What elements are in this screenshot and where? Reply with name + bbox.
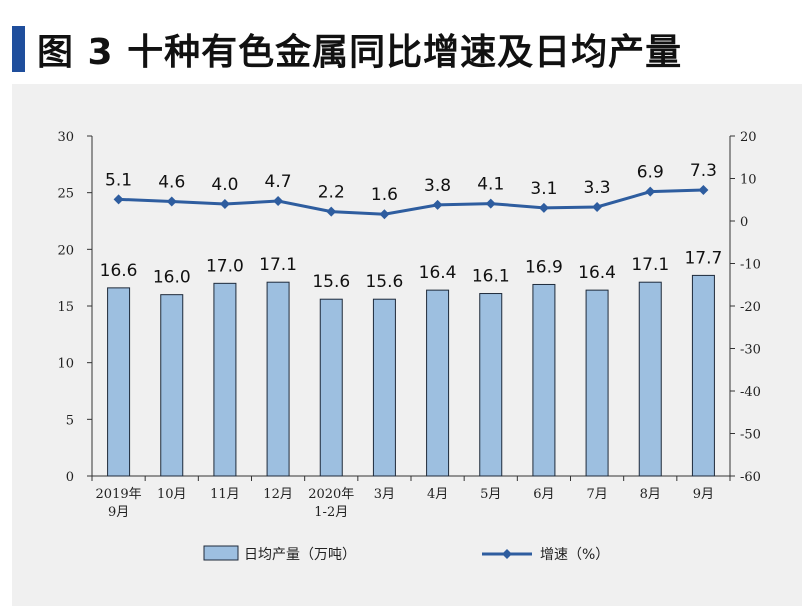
axes-group: 0 5 10 15 20 25 30 -60 -50 -40 -30 -20 -10 0 10 20 bbox=[57, 130, 760, 485]
y-left-tick-label: 30 bbox=[57, 130, 74, 145]
y-right-tick-label: 10 bbox=[740, 173, 757, 188]
bar-data-label: 17.7 bbox=[684, 248, 722, 268]
growth-rate-marker bbox=[219, 199, 230, 209]
x-category-label: 6月 bbox=[533, 487, 554, 502]
line-data-label: 4.1 bbox=[477, 175, 504, 195]
line-data-label: 5.1 bbox=[105, 170, 132, 190]
bar bbox=[319, 298, 343, 477]
line-data-label: 2.2 bbox=[318, 183, 345, 203]
bar bbox=[213, 282, 237, 477]
line-data-label: 3.1 bbox=[530, 179, 557, 199]
bar-data-label: 16.4 bbox=[578, 263, 616, 283]
line-labels-group: 5.1 4.6 4.0 4.7 2.2 1.6 3.8 4.1 3.1 3.3 6.9 7.3 bbox=[105, 161, 717, 205]
bars-group bbox=[107, 274, 715, 477]
legend-line-label: 增速（%） bbox=[540, 547, 609, 563]
line-group bbox=[113, 184, 709, 220]
title-accent-bar bbox=[12, 26, 25, 72]
growth-rate-marker bbox=[432, 199, 443, 210]
y-left-tick-label: 5 bbox=[66, 413, 74, 428]
growth-rate-marker bbox=[645, 186, 656, 197]
y-left-tick-label: 0 bbox=[66, 470, 74, 485]
bar bbox=[532, 283, 556, 477]
x-category-label: 3月 bbox=[374, 487, 395, 502]
x-category-label: 12月 bbox=[263, 487, 293, 502]
line-data-label: 3.8 bbox=[424, 176, 451, 196]
bar-data-label: 17.1 bbox=[259, 255, 297, 275]
x-category-label: 10月 bbox=[157, 487, 187, 502]
bar-data-label: 16.0 bbox=[153, 268, 191, 288]
y-left-tick-label: 25 bbox=[57, 187, 74, 202]
legend-group: 日均产量（万吨） 增速（%） bbox=[203, 545, 609, 563]
x-category-label: 8月 bbox=[640, 487, 661, 502]
y-left-tick-label: 10 bbox=[57, 357, 74, 372]
x-category-label: 4月 bbox=[427, 487, 448, 502]
x-category-label: 1-2月 bbox=[314, 505, 348, 520]
chart-title: 图 3 十种有色金属同比增速及日均产量 bbox=[37, 32, 683, 73]
x-category-label: 11月 bbox=[210, 487, 240, 502]
growth-rate-marker bbox=[113, 194, 124, 205]
bar bbox=[107, 287, 131, 477]
bar bbox=[160, 294, 184, 477]
growth-rate-marker bbox=[538, 202, 549, 213]
growth-rate-marker bbox=[698, 184, 709, 195]
growth-rate-marker bbox=[326, 206, 337, 217]
y-right-tick-label: -10 bbox=[740, 258, 761, 273]
chart-svg: 0 5 10 15 20 25 30 -60 -50 -40 -30 -20 -10 0 10 20 16.6… bbox=[57, 130, 760, 563]
line-data-label: 4.0 bbox=[211, 175, 238, 195]
bar-data-label: 16.1 bbox=[472, 267, 510, 287]
growth-rate-marker bbox=[485, 198, 496, 209]
y-right-tick-label: -60 bbox=[740, 470, 761, 485]
y-right-tick-label: 20 bbox=[740, 130, 757, 145]
y-right-tick-label: -20 bbox=[740, 300, 761, 315]
bar-data-label: 16.4 bbox=[419, 263, 457, 283]
bar bbox=[266, 281, 290, 477]
bar bbox=[585, 289, 609, 477]
bar bbox=[372, 298, 396, 477]
growth-rate-marker bbox=[166, 196, 177, 207]
y-right-tick-label: -40 bbox=[740, 385, 761, 400]
growth-rate-line bbox=[118, 188, 704, 216]
y-right-tick-label: -50 bbox=[740, 428, 761, 443]
x-categories-group: 2019年 9月 10月 11月 12月 2020年 1-2月 3月 4月 5月 6月 7月 8月 9月 bbox=[96, 487, 715, 520]
bar bbox=[426, 289, 450, 477]
chart-frame: 0 5 10 15 20 25 30 -60 -50 -40 -30 -20 -10 0 10 20 16.6… bbox=[12, 84, 802, 606]
bar bbox=[638, 281, 662, 477]
x-category-label: 2020年 bbox=[308, 487, 354, 502]
growth-rate-marker bbox=[379, 209, 390, 220]
legend-bar-swatch bbox=[203, 545, 239, 561]
x-category-label: 7月 bbox=[586, 487, 607, 502]
line-data-label: 3.3 bbox=[584, 178, 611, 198]
bar-data-label: 17.1 bbox=[631, 255, 669, 275]
line-data-label: 1.6 bbox=[371, 185, 398, 205]
y-left-tick-label: 20 bbox=[57, 243, 74, 258]
legend-bar-label: 日均产量（万吨） bbox=[244, 547, 356, 563]
line-data-label: 4.7 bbox=[265, 172, 292, 192]
bar-data-label: 16.6 bbox=[100, 261, 138, 281]
line-data-label: 4.6 bbox=[158, 172, 185, 192]
title-bar: 图 3 十种有色金属同比增速及日均产量 bbox=[12, 24, 682, 74]
growth-rate-marker bbox=[273, 196, 284, 207]
legend-line-marker bbox=[502, 549, 512, 559]
line-data-label: 7.3 bbox=[690, 161, 717, 181]
x-category-label: 2019年 bbox=[96, 487, 142, 502]
bar bbox=[691, 274, 715, 477]
bar-labels-group: 16.6 16.0 17.0 17.1 15.6 15.6 16.4 16.1 16.9 16.4… bbox=[100, 248, 723, 292]
x-category-label: 5月 bbox=[480, 487, 501, 502]
y-left-tick-label: 15 bbox=[57, 300, 74, 315]
bar-data-label: 15.6 bbox=[365, 272, 403, 292]
x-category-label: 9月 bbox=[693, 487, 714, 502]
bar-data-label: 15.6 bbox=[312, 272, 350, 292]
bar bbox=[479, 293, 503, 477]
growth-rate-marker bbox=[592, 201, 603, 212]
line-data-label: 6.9 bbox=[637, 163, 664, 183]
x-category-label: 9月 bbox=[108, 505, 129, 520]
y-right-tick-label: 0 bbox=[740, 215, 748, 230]
y-right-tick-label: -30 bbox=[740, 343, 761, 358]
bar-data-label: 16.9 bbox=[525, 257, 563, 277]
bar-data-label: 17.0 bbox=[206, 256, 244, 276]
